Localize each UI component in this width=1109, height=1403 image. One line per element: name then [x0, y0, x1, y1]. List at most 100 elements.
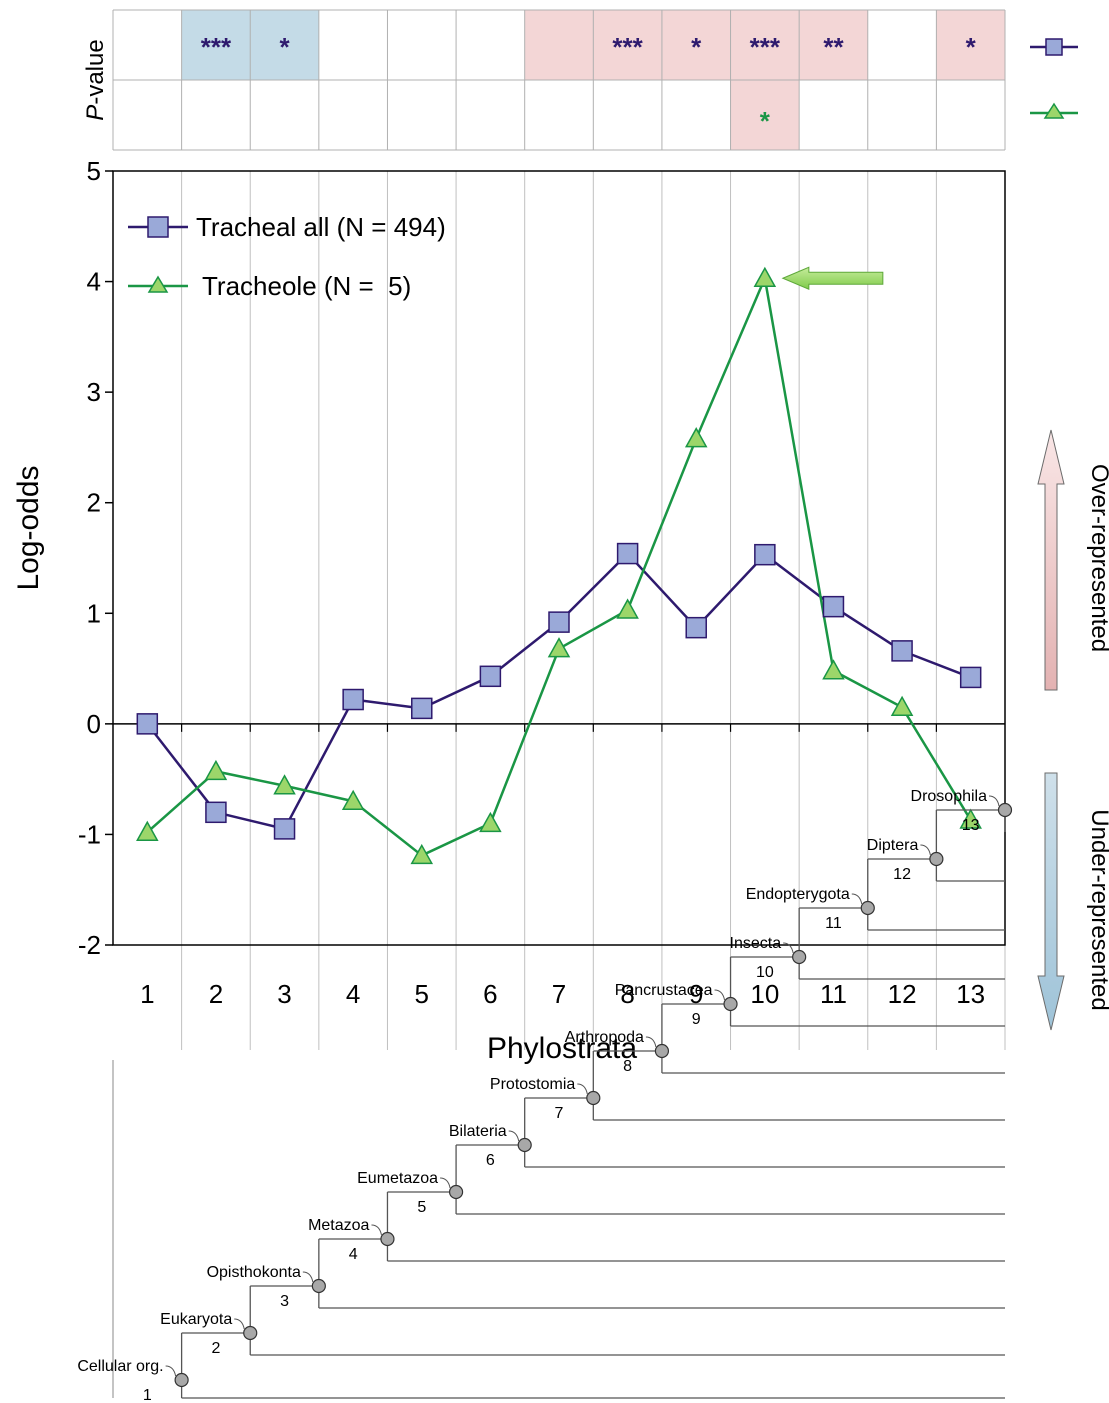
tree-label-leader	[371, 1224, 382, 1236]
data-point-tracheole-5	[410, 843, 434, 865]
tree-label-leader	[440, 1177, 451, 1189]
p-value-cell-row2-stratum-10	[730, 80, 800, 150]
data-point-tracheole-2	[204, 759, 228, 781]
x-axis-tick-labels: 1 2 3 4 5 6 7 8 9 10 11 12 13	[140, 979, 985, 1009]
x-tick-label: 8	[620, 979, 634, 1009]
tree-node-13	[997, 802, 1013, 818]
tree-node-11	[860, 900, 875, 916]
y-tick-label: 5	[87, 156, 101, 186]
data-point-tracheal-all-11	[822, 595, 845, 618]
x-tick-label: 2	[209, 979, 223, 1009]
clade-label-3: Opisthokonta	[207, 1264, 301, 1281]
clade-label-10: Insecta	[730, 935, 782, 952]
clade-label-6: Bilateria	[449, 1123, 507, 1140]
clade-stratum-number-12: 12	[893, 866, 911, 883]
x-tick-label: 6	[483, 979, 497, 1009]
y-tick-label: 2	[87, 488, 101, 518]
p-value-cell-row1-stratum-9	[661, 10, 731, 80]
clade-stratum-number-2: 2	[211, 1340, 220, 1357]
data-point-tracheal-all-2	[205, 801, 227, 824]
p-value-panel: *** * *** * *** ** **	[112, 9, 1006, 151]
clade-stratum-number-9: 9	[692, 1011, 701, 1028]
p-value-stars-row1-stratum-10: ***	[750, 32, 781, 62]
data-point-tracheole-11	[822, 659, 845, 680]
clade-label-5: Eumetazoa	[357, 1170, 438, 1187]
tree-node-5	[448, 1184, 464, 1200]
y-tick-label: -1	[78, 819, 101, 849]
data-point-tracheal-all-13	[959, 666, 982, 689]
clade-label-8: Arthropoda	[565, 1029, 644, 1046]
x-tick-label: 7	[552, 979, 566, 1009]
data-point-tracheole-13	[959, 808, 982, 829]
over-represented-arrow	[1037, 429, 1065, 691]
p-value-cell-row1-stratum-13	[936, 10, 1005, 80]
x-tick-label: 13	[956, 979, 985, 1009]
p-value-label-italic: P	[82, 105, 109, 121]
p-value-legend-tracheal-marker	[1045, 38, 1063, 56]
plot-frame	[112, 170, 1006, 946]
tree-node-1	[174, 1372, 189, 1388]
data-point-tracheole-7	[547, 637, 571, 658]
clade-stratum-number-10: 10	[756, 964, 774, 981]
data-point-tracheal-all-8	[616, 542, 639, 565]
y-tick-label: -2	[78, 930, 101, 960]
legend-tracheole-label: Tracheole (N = 5)	[202, 271, 411, 301]
tree-label-leader	[988, 795, 1000, 807]
clade-stratum-number-4: 4	[349, 1246, 358, 1263]
y-tick-label: 1	[87, 598, 101, 628]
clade-stratum-number-13: 13	[962, 817, 980, 834]
p-value-stars-row2-stratum-10: *	[760, 106, 771, 136]
data-point-tracheal-all-6	[479, 665, 502, 688]
tree-node-4	[380, 1231, 395, 1247]
tree-label-leader	[577, 1083, 588, 1095]
x-tick-label: 5	[415, 979, 429, 1009]
tree-node-6	[517, 1137, 532, 1153]
p-value-label-rest: -value	[82, 39, 109, 104]
p-value-cell-row1-stratum-8	[593, 10, 662, 80]
clade-stratum-number-3: 3	[280, 1293, 289, 1310]
plot-grid	[112, 170, 1006, 1050]
tree-label-leader	[783, 942, 794, 954]
x-tick-label: 4	[346, 979, 360, 1009]
tree-label-leader	[851, 893, 863, 905]
p-value-stars-row1-stratum-2: ***	[201, 32, 232, 62]
clade-stratum-number-6: 6	[486, 1152, 495, 1169]
p-value-stars-row1-stratum-13: *	[966, 32, 977, 62]
clade-stratum-number-1: 1	[143, 1387, 152, 1403]
tree-label-leader	[234, 1318, 245, 1330]
clade-stratum-number-7: 7	[555, 1105, 564, 1122]
x-tick-label: 3	[277, 979, 291, 1009]
data-point-tracheole-6	[479, 811, 502, 833]
data-point-tracheole-3	[273, 774, 296, 795]
tree-node-12	[929, 851, 944, 867]
x-tick-label: 11	[820, 979, 847, 1009]
data-point-tracheole-8	[616, 598, 639, 619]
x-axis-label: Phylostrata	[487, 1032, 637, 1065]
p-value-legend	[1030, 38, 1078, 119]
data-point-tracheole-1	[136, 820, 159, 841]
p-value-stars-row1-stratum-3: *	[279, 32, 290, 62]
clade-label-7: Protostomia	[490, 1076, 575, 1093]
peak-arrow	[781, 266, 884, 291]
x-tick-label: 12	[888, 979, 917, 1009]
y-axis-label: Log-odds	[12, 465, 45, 590]
tree-node-7	[586, 1090, 601, 1106]
p-value-label: P-value	[82, 39, 109, 120]
tree-node-10	[792, 949, 807, 965]
data-point-tracheal-all-4	[342, 688, 364, 711]
p-value-legend-tracheole-marker	[1043, 102, 1065, 119]
y-tick-label: 0	[87, 709, 101, 739]
p-value-cell-row1-stratum-2	[181, 10, 251, 80]
x-tick-label: 10	[750, 979, 779, 1009]
p-value-stars-row1-stratum-8: ***	[612, 32, 643, 62]
data-point-tracheal-all-9	[685, 616, 707, 639]
data-point-tracheole-10	[753, 266, 777, 288]
x-tick-label: 1	[140, 979, 154, 1009]
p-value-cell-row1-stratum-11	[799, 10, 868, 80]
clade-label-2: Eukaryota	[160, 1311, 232, 1328]
peak-arrow-shape	[781, 266, 884, 291]
tree-label-leader	[302, 1271, 314, 1283]
legend: Tracheal all (N = 494) Tracheole (N = 5)	[128, 212, 446, 301]
tree-label-leader	[645, 1036, 657, 1048]
